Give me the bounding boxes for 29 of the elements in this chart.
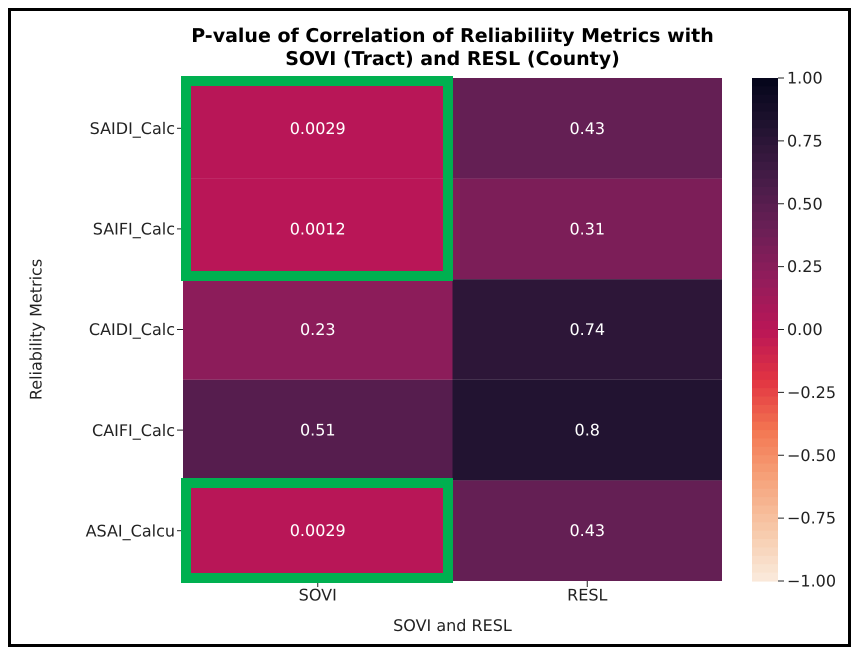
data-label: 0.43 — [569, 118, 606, 138]
color-bar-label: 1.00 — [787, 68, 823, 88]
x-tick-label: RESL — [567, 585, 608, 604]
x-axis-title: SOVI and RESL — [393, 616, 512, 635]
data-label: 0.43 — [569, 521, 606, 540]
data-label: 0.51 — [300, 420, 336, 440]
data-label: 0.0012 — [290, 219, 346, 238]
x-tick-label: SOVI — [298, 585, 337, 604]
data-label: 0.8 — [574, 420, 600, 440]
data-label: 0.31 — [569, 219, 606, 238]
color-bar-label: −0.50 — [787, 446, 836, 465]
y-tick-label: ASAI_Calcu — [86, 521, 175, 540]
color-bar-label: 0.75 — [787, 131, 823, 150]
y-axis-title: Reliability Metrics — [26, 258, 46, 400]
color-bar-label: 0.25 — [787, 257, 823, 276]
color-bar-label: 0.00 — [787, 320, 823, 339]
data-label: 0.23 — [300, 320, 336, 339]
y-tick-label: CAIDI_Calc — [88, 320, 175, 340]
data-label: 0.0029 — [290, 118, 346, 138]
color-bar-label: −1.00 — [787, 572, 836, 590]
color-bar-label: 0.50 — [787, 194, 823, 214]
y-tick-label: CAIFI_Calc — [92, 420, 175, 440]
y-tick-label: SAIDI_Calc — [90, 118, 175, 138]
color-bar-label: −0.75 — [787, 508, 836, 528]
data-label: 0.0029 — [290, 521, 346, 540]
chart-title: P-value of Correlation of Reliabiliity Metrics with SOVI (Tract) and RESL (County) — [190, 25, 715, 70]
y-tick-label: SAIFI_Calc — [92, 220, 175, 239]
color-bar-label: −0.25 — [787, 382, 836, 402]
data-label: 0.74 — [569, 320, 606, 339]
